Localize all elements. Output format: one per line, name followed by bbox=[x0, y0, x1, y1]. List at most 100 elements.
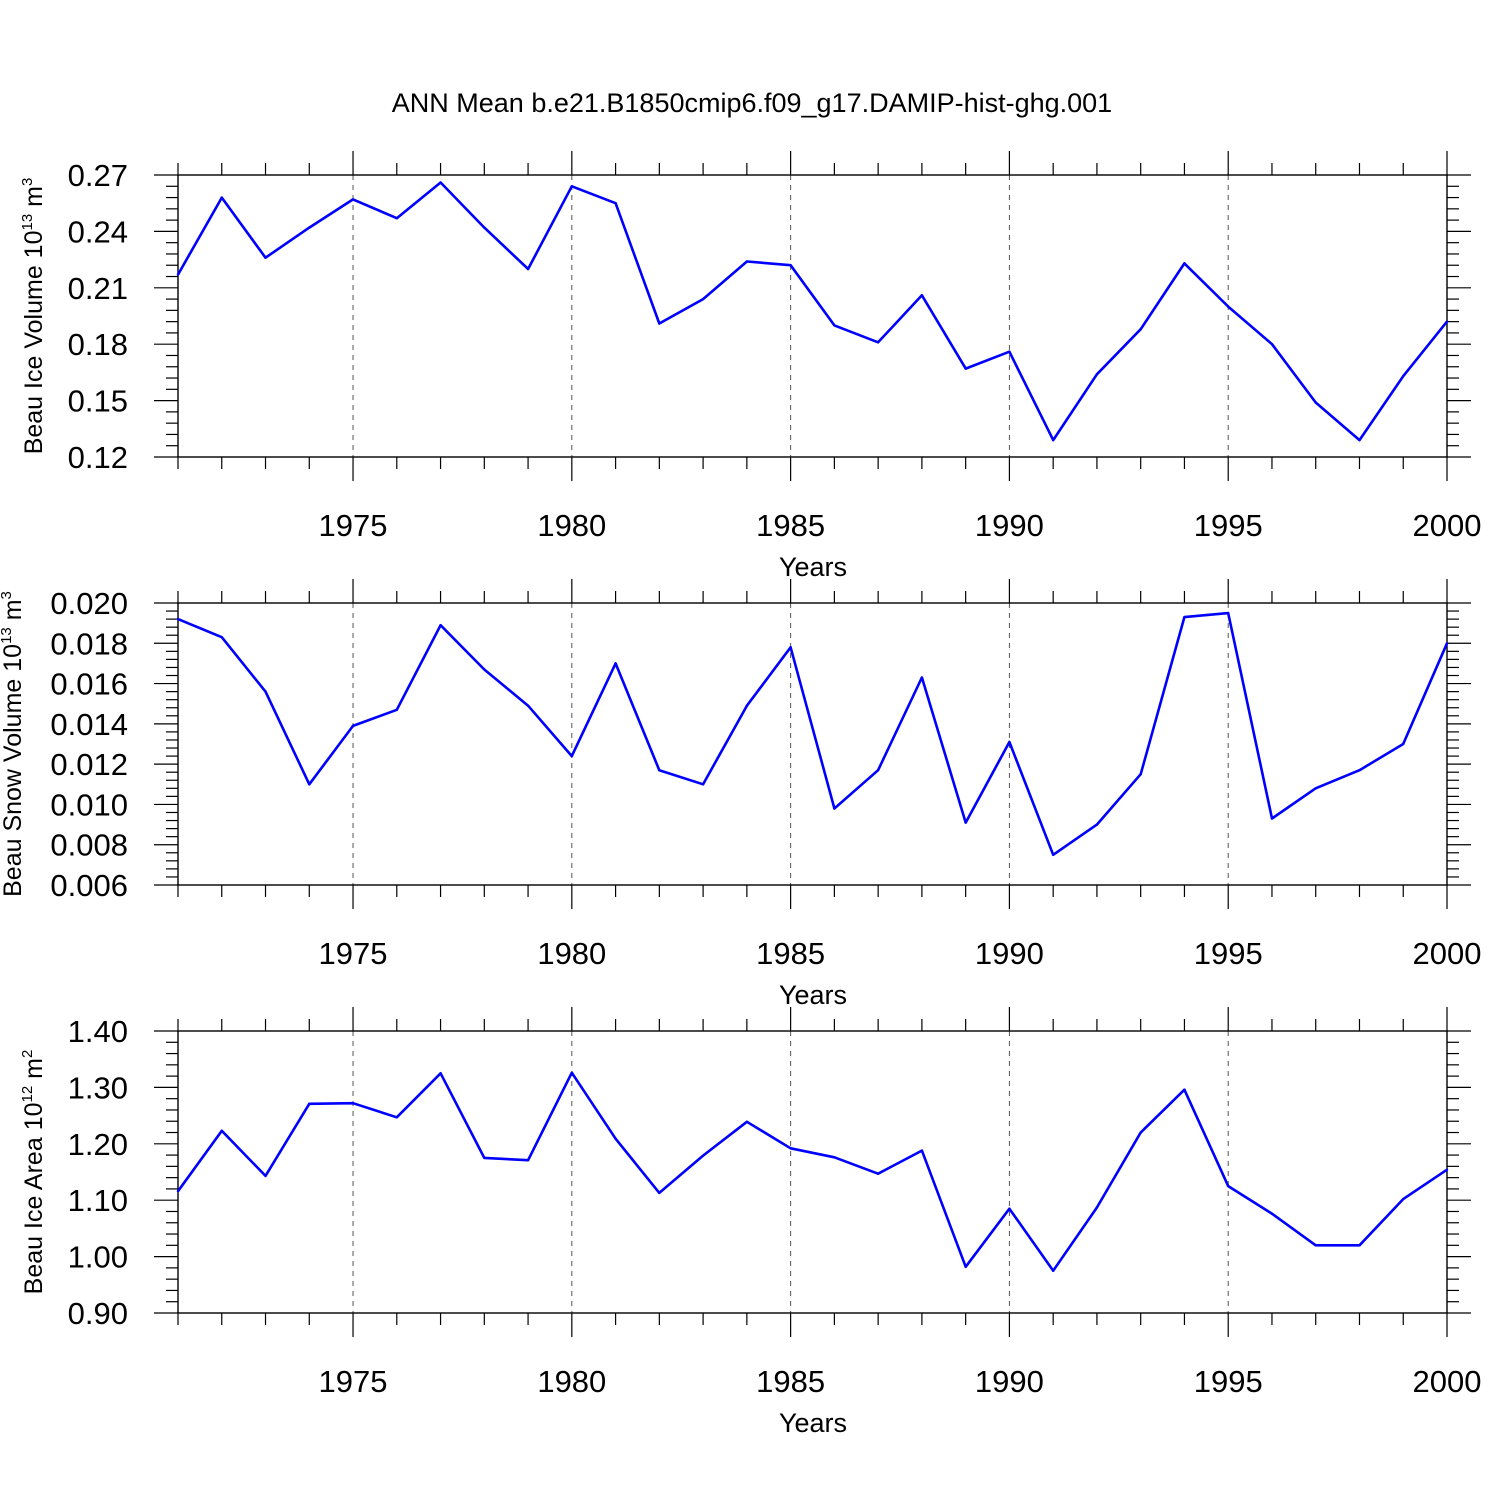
y-tick-label: 0.018 bbox=[50, 626, 128, 661]
x-axis-title: Years bbox=[779, 552, 847, 582]
data-point bbox=[439, 623, 442, 627]
data-point bbox=[745, 704, 749, 707]
data-point bbox=[789, 1147, 792, 1150]
data-point bbox=[526, 267, 530, 271]
data-point bbox=[1008, 740, 1011, 744]
y-tick-label: 1.10 bbox=[68, 1183, 128, 1218]
data-point bbox=[1139, 327, 1142, 331]
data-point bbox=[1008, 350, 1011, 353]
data-point bbox=[614, 202, 617, 205]
x-tick-label: 1985 bbox=[756, 1364, 825, 1399]
y-axis-title: Beau Snow Volume 1013 m3 bbox=[0, 591, 27, 897]
data-point bbox=[789, 264, 792, 267]
data-point bbox=[745, 260, 749, 263]
x-tick-label: 1990 bbox=[975, 508, 1044, 543]
data-point bbox=[614, 1137, 617, 1140]
y-tick-label: 0.008 bbox=[50, 828, 128, 863]
x-axis-title: Years bbox=[779, 1408, 847, 1438]
data-point bbox=[1314, 787, 1317, 790]
data-point bbox=[920, 676, 924, 679]
y-tick-label: 0.006 bbox=[50, 868, 128, 903]
panels: 0.12 0.15 0.18 0.21 0.24 0.27 1975 1980 1985 1990… bbox=[0, 151, 1481, 1438]
x-tick-label: 2000 bbox=[1413, 1364, 1482, 1399]
data-point bbox=[1358, 768, 1361, 772]
data-point bbox=[833, 807, 836, 810]
data-point bbox=[1227, 305, 1230, 308]
data-point bbox=[876, 341, 880, 344]
data-point bbox=[1358, 1244, 1361, 1247]
y-tick-label: 0.016 bbox=[50, 667, 128, 702]
data-point bbox=[833, 1156, 836, 1159]
data-point bbox=[701, 783, 705, 786]
data-point bbox=[658, 1191, 661, 1195]
x-tick-label: 1975 bbox=[319, 1364, 388, 1399]
data-point bbox=[1270, 1212, 1274, 1215]
data-point bbox=[920, 1149, 924, 1152]
data-point bbox=[701, 297, 705, 301]
data-point bbox=[395, 1116, 398, 1119]
data-point bbox=[1402, 374, 1405, 378]
data-point bbox=[264, 256, 267, 259]
data-point bbox=[658, 322, 661, 325]
x-tick-label: 2000 bbox=[1413, 936, 1482, 971]
data-point bbox=[1314, 1244, 1317, 1247]
data-point bbox=[1095, 1206, 1099, 1209]
y-tick-label: 1.00 bbox=[68, 1240, 128, 1275]
x-tick-label: 1980 bbox=[537, 1364, 606, 1399]
data-point bbox=[1095, 823, 1099, 826]
data-point bbox=[351, 1101, 355, 1105]
x-tick-label: 1980 bbox=[537, 936, 606, 971]
chart-panel-2: 0.006 0.008 0.010 0.012 0.014 0.016 0.018 0.020… bbox=[0, 579, 1481, 1010]
data-point bbox=[351, 198, 355, 201]
y-tick-label: 0.014 bbox=[50, 707, 128, 742]
data-point bbox=[220, 196, 223, 199]
y-tick-label: 1.30 bbox=[68, 1070, 128, 1105]
plot-frame bbox=[177, 602, 1448, 886]
series-line bbox=[177, 611, 1449, 857]
data-point bbox=[570, 185, 574, 188]
data-point bbox=[1051, 438, 1055, 442]
y-tick-label: 0.12 bbox=[68, 440, 128, 475]
x-tick-label: 1975 bbox=[319, 936, 388, 971]
data-point bbox=[220, 636, 223, 639]
data-point bbox=[176, 273, 180, 276]
data-point bbox=[833, 324, 836, 327]
data-point bbox=[264, 1174, 267, 1178]
data-point bbox=[1095, 373, 1099, 376]
data-point bbox=[570, 754, 574, 758]
y-tick-label: 0.21 bbox=[68, 271, 128, 306]
y-tick-label: 0.012 bbox=[50, 747, 128, 782]
data-point bbox=[964, 367, 967, 370]
data-point bbox=[964, 1265, 967, 1268]
data-point bbox=[1402, 742, 1405, 746]
data-point bbox=[1051, 1269, 1055, 1272]
data-point bbox=[176, 617, 180, 621]
data-point bbox=[1139, 773, 1142, 776]
plot-frame bbox=[177, 1030, 1448, 1314]
data-point bbox=[526, 704, 530, 707]
y-tick-label: 0.27 bbox=[68, 158, 128, 193]
data-point bbox=[395, 217, 398, 220]
data-point bbox=[176, 1189, 180, 1193]
data-point bbox=[351, 724, 355, 728]
data-point bbox=[1445, 642, 1449, 645]
x-tick-label: 1985 bbox=[756, 508, 825, 543]
y-tick-label: 0.18 bbox=[68, 327, 128, 362]
data-point bbox=[614, 662, 617, 665]
x-tick-label: 1990 bbox=[975, 1364, 1044, 1399]
x-tick-label: 1995 bbox=[1194, 508, 1263, 543]
data-point bbox=[483, 226, 486, 229]
data-point bbox=[745, 1120, 749, 1124]
x-tick-label: 1995 bbox=[1194, 936, 1263, 971]
data-point bbox=[1358, 438, 1361, 442]
data-point bbox=[1270, 817, 1274, 820]
y-tick-label: 1.40 bbox=[68, 1014, 128, 1049]
chart-panel-1: 0.12 0.15 0.18 0.21 0.24 0.27 1975 1980 1985 1990… bbox=[19, 151, 1481, 582]
x-axis-title: Years bbox=[779, 980, 847, 1010]
data-point bbox=[439, 181, 442, 184]
data-point bbox=[308, 1102, 311, 1105]
data-point bbox=[701, 1154, 705, 1157]
series-line bbox=[176, 1071, 1448, 1272]
data-point bbox=[920, 294, 924, 297]
x-tick-label: 1975 bbox=[319, 508, 388, 543]
